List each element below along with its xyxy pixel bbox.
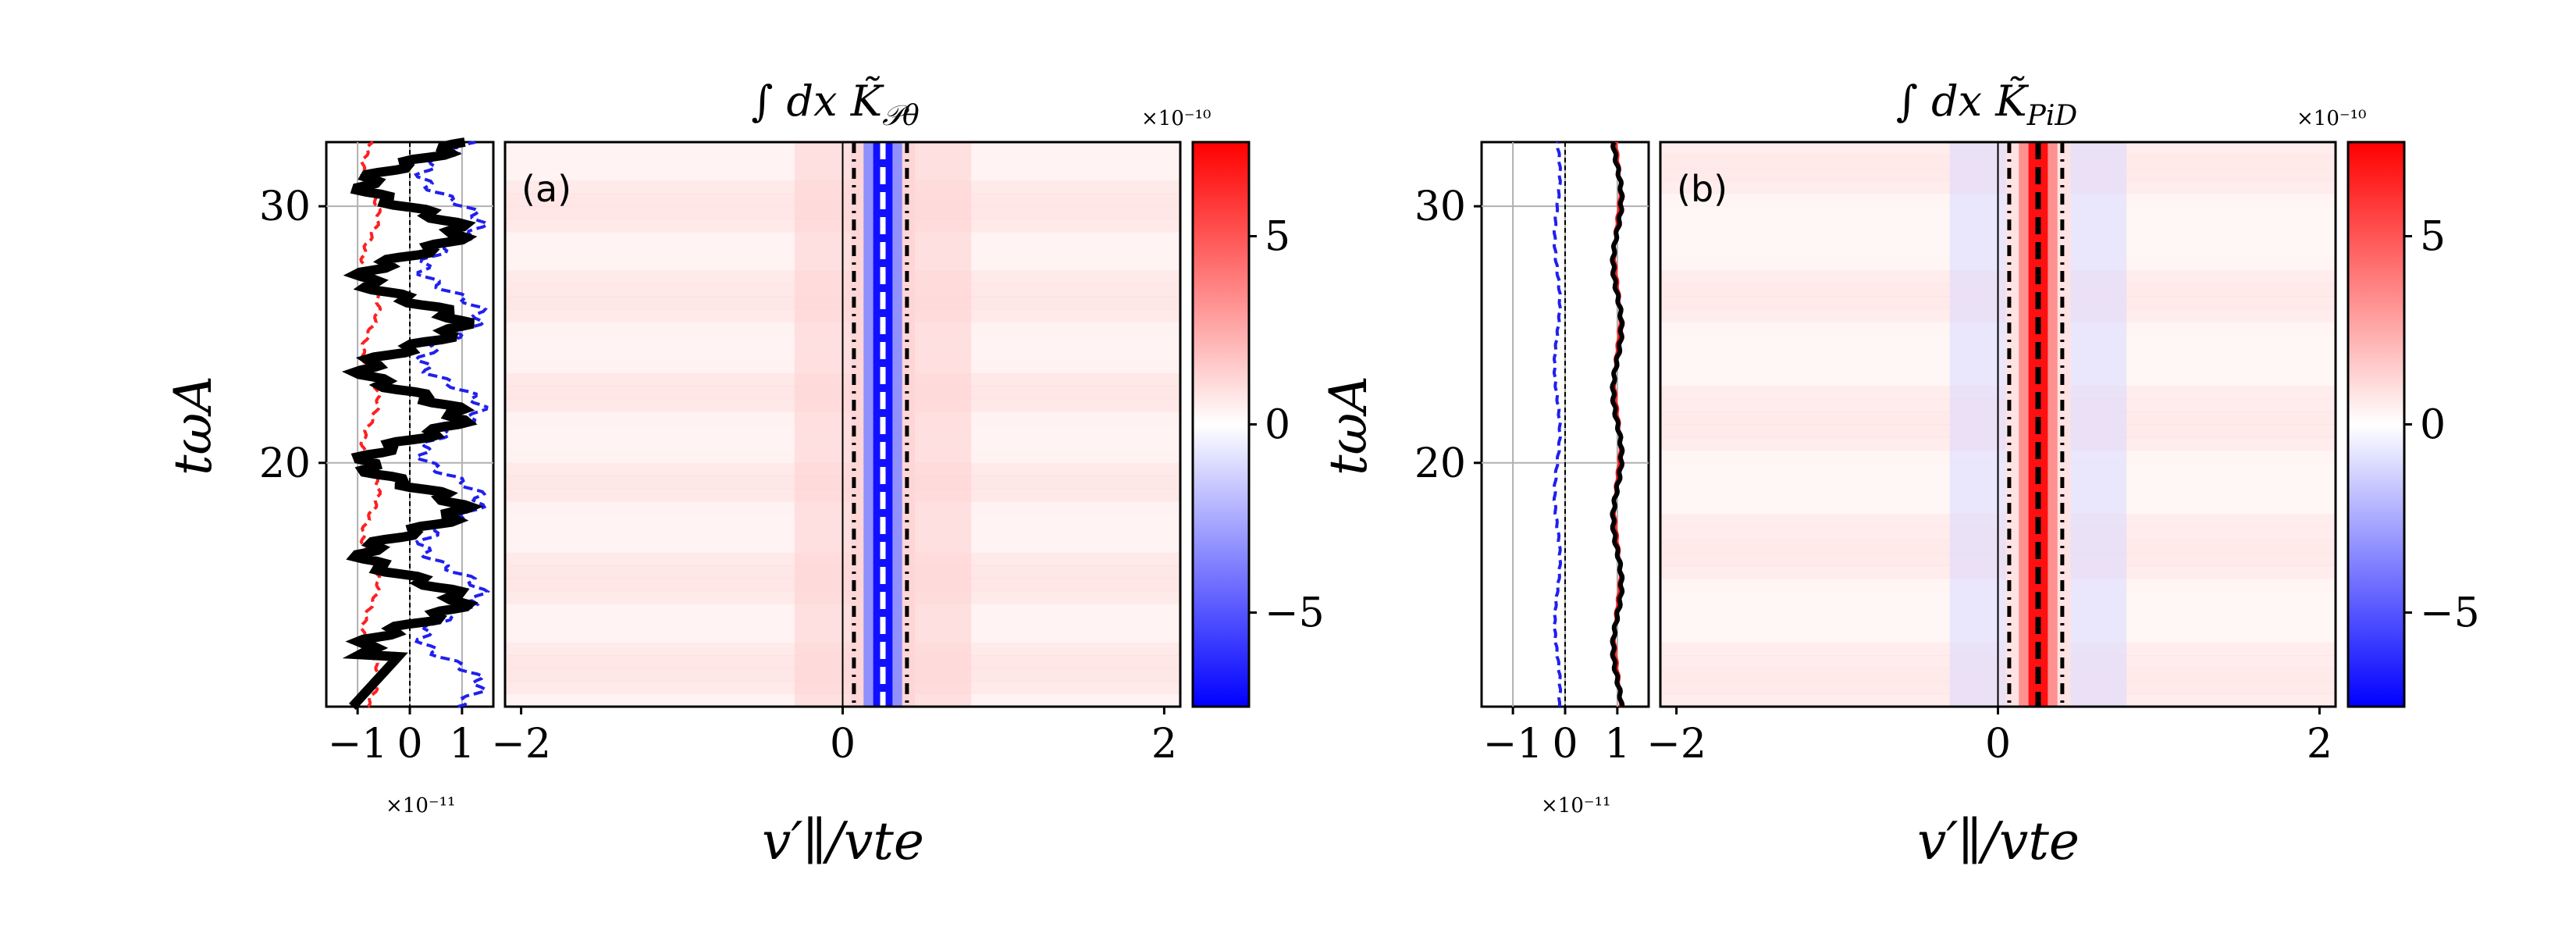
heatmap-b: (b) bbox=[1659, 141, 2337, 708]
side-x-tick-label: −1 bbox=[1483, 721, 1543, 768]
x-tick-label: 2 bbox=[1151, 721, 1177, 768]
chart-title-a: ∫ dx K̃𝒫θ bbox=[751, 76, 920, 132]
colorbar-tick-label: 5 bbox=[1265, 214, 1290, 261]
heatmap-a: (a) bbox=[503, 141, 1182, 708]
side-plot-a: −1 0 1 ×10⁻¹¹ bbox=[325, 137, 495, 818]
colorbar-tick-label: −5 bbox=[1265, 590, 1325, 637]
side-series-blue bbox=[1552, 141, 1563, 707]
x-axis-ticks-a: −2 0 2 bbox=[491, 707, 1177, 768]
colorbar-b-scale-label: ×10⁻¹⁰ bbox=[2297, 107, 2366, 130]
heatmap-sideband bbox=[794, 142, 851, 707]
x-tick-label: 0 bbox=[830, 721, 856, 768]
chart-title-b-symbol: K̃ bbox=[1994, 76, 2029, 126]
heatmap-b-vlines bbox=[1997, 142, 2065, 707]
heatmap-sideband bbox=[915, 142, 972, 707]
side-plot-a-xticks: −1 0 1 bbox=[328, 707, 475, 768]
side-x-tick-label: −1 bbox=[328, 721, 388, 768]
chart-title-b-subscript: PiD bbox=[2026, 100, 2078, 132]
heatmap-sideband bbox=[1949, 142, 2006, 707]
y-axis-label-b: tωA bbox=[1318, 376, 1379, 476]
side-plot-a-scale-label: ×10⁻¹¹ bbox=[386, 794, 455, 818]
colorbar-tick-label: 0 bbox=[1265, 402, 1290, 449]
colorbar-a-gradient bbox=[1191, 141, 1251, 708]
colorbar-a-ticks: 5 0 −5 bbox=[1249, 214, 1325, 637]
chart-title-b: ∫ dx K̃PiD bbox=[1896, 76, 2078, 132]
x-tick-label: 0 bbox=[1985, 721, 2011, 768]
colorbar-b-gradient bbox=[2347, 141, 2406, 708]
y-axis-label-a: tωA bbox=[163, 376, 223, 476]
chart-title-a-subscript: 𝒫θ bbox=[882, 100, 920, 132]
side-x-tick-label: 1 bbox=[1604, 721, 1630, 768]
side-x-tick-label: 0 bbox=[1552, 721, 1578, 768]
panel-label-b: (b) bbox=[1677, 168, 1727, 210]
colorbar-tick-label: 0 bbox=[2420, 402, 2446, 449]
heatmap-a-vlines bbox=[841, 142, 909, 707]
y-tick-label: 30 bbox=[1414, 183, 1466, 230]
side-x-tick-label: 0 bbox=[397, 721, 422, 768]
colorbar-a: 5 0 −5 ×10⁻¹⁰ bbox=[1141, 107, 1325, 708]
colorbar-b-ticks: 5 0 −5 bbox=[2404, 214, 2480, 637]
y-tick-label: 30 bbox=[259, 183, 311, 230]
side-plot-b: −1 0 1 ×10⁻¹¹ bbox=[1480, 141, 1650, 818]
side-plot-b-scale-label: ×10⁻¹¹ bbox=[1541, 794, 1610, 818]
x-tick-label: −2 bbox=[491, 721, 551, 768]
chart-title-b-integral: ∫ dx bbox=[1896, 77, 1996, 126]
colorbar-a-scale-label: ×10⁻¹⁰ bbox=[1141, 107, 1211, 130]
y-tick-label: 20 bbox=[259, 440, 311, 487]
colorbar-b: 5 0 −5 ×10⁻¹⁰ bbox=[2297, 107, 2480, 708]
side-plot-b-series bbox=[1552, 141, 1625, 707]
colorbar-tick-label: −5 bbox=[2420, 590, 2480, 637]
heatmap-sideband bbox=[2070, 142, 2127, 707]
side-plot-b-xticks: −1 0 1 bbox=[1483, 707, 1630, 768]
x-tick-label: −2 bbox=[1646, 721, 1706, 768]
x-axis-label-b: v′∥/vte bbox=[1917, 811, 2080, 871]
side-series-black bbox=[1610, 141, 1625, 707]
side-series-black bbox=[341, 137, 484, 711]
y-tick-label: 20 bbox=[1414, 440, 1466, 487]
chart-title-a-symbol: K̃ bbox=[850, 76, 884, 126]
colorbar-tick-label: 5 bbox=[2420, 214, 2446, 261]
side-x-tick-label: 1 bbox=[449, 721, 475, 768]
x-axis-ticks-b: −2 0 2 bbox=[1646, 707, 2332, 768]
panel-label-a: (a) bbox=[521, 168, 571, 210]
chart-title-a-integral: ∫ dx bbox=[751, 77, 851, 126]
side-series-red bbox=[359, 141, 382, 708]
x-tick-label: 2 bbox=[2307, 721, 2332, 768]
x-axis-label-a: v′∥/vte bbox=[762, 811, 924, 871]
side-plot-a-series bbox=[341, 137, 491, 711]
